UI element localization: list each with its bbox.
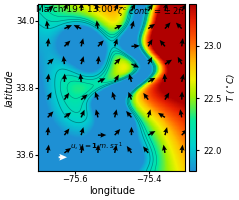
X-axis label: longitude: longitude [89, 186, 135, 196]
Y-axis label: $T$ ($^\circ$C): $T$ ($^\circ$C) [225, 73, 237, 102]
Text: $u,v =\mathbf{1}\ m.s^{-1}$: $u,v =\mathbf{1}\ m.s^{-1}$ [70, 141, 122, 153]
Y-axis label: latitude: latitude [4, 69, 14, 107]
Text: $\zeta^c$ cont. $= \pm 2f.$: $\zeta^c$ cont. $= \pm 2f.$ [117, 5, 184, 18]
Text: March 19 - 13:00: March 19 - 13:00 [36, 5, 113, 14]
